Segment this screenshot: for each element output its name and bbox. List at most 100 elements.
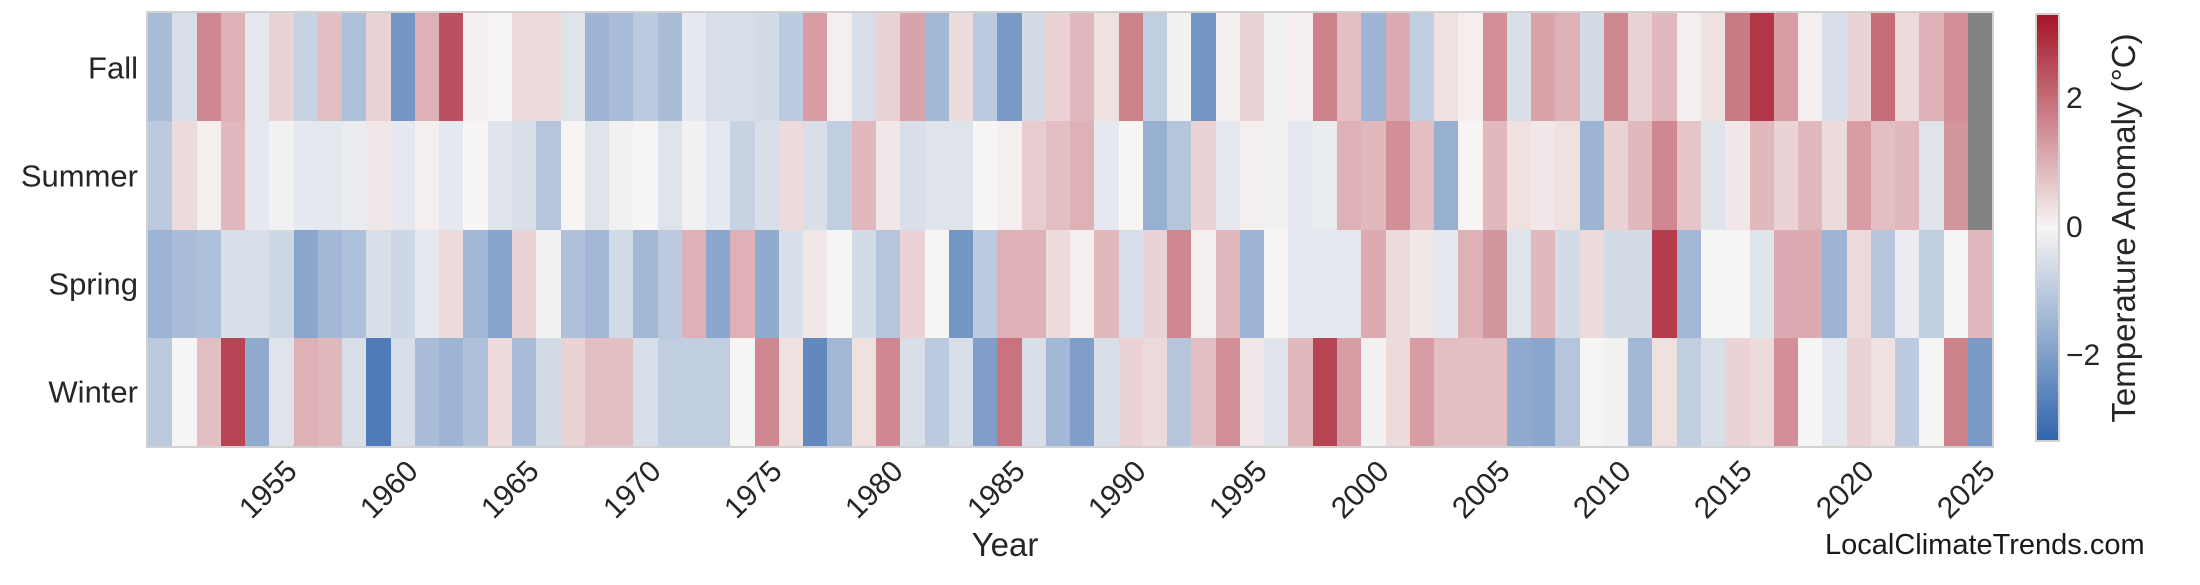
- y-tick-spring: Spring: [48, 266, 138, 302]
- colorbar-label: Temperature Anomaly (°C): [2105, 33, 2142, 423]
- heatmap-cell: [1870, 13, 1896, 122]
- heatmap-cell: [924, 229, 949, 338]
- heatmap-cell: [1603, 229, 1629, 338]
- heatmap-cell: [1798, 337, 1823, 446]
- heatmap-cell: [1846, 121, 1871, 230]
- heatmap-cell: [1409, 121, 1435, 230]
- heatmap-cell: [1045, 13, 1071, 122]
- heatmap-cell: [1773, 121, 1799, 230]
- heatmap-cell: [609, 337, 634, 446]
- heatmap-cell: [269, 121, 294, 230]
- heatmap-cell: [148, 337, 173, 446]
- heatmap-cell: [1943, 229, 1968, 338]
- heatmap-cell: [560, 337, 585, 446]
- heatmap-cell: [1967, 229, 1993, 338]
- heatmap-cell: [1312, 229, 1338, 338]
- heatmap-cell: [196, 121, 221, 230]
- heatmap-cell: [1215, 229, 1240, 338]
- heatmap-cell: [1603, 121, 1629, 230]
- heatmap-cell: [900, 337, 925, 446]
- heatmap-cell: [1434, 13, 1459, 122]
- heatmap-cell: [317, 13, 343, 122]
- x-tick-label: 1965: [475, 454, 546, 526]
- heatmap-cell: [1943, 337, 1968, 446]
- heatmap-cell: [172, 229, 197, 338]
- heatmap-cell: [196, 229, 221, 338]
- heatmap-cell: [414, 121, 440, 230]
- heatmap-cell: [245, 337, 270, 446]
- heatmap-cell: [1167, 337, 1192, 446]
- heatmap-cell: [1239, 337, 1265, 446]
- heatmap-cell: [1288, 229, 1313, 338]
- heatmap-cell: [1506, 121, 1532, 230]
- heatmap-cell: [1749, 337, 1774, 446]
- heatmap-cell: [1555, 229, 1580, 338]
- heatmap-cell: [584, 13, 610, 122]
- heatmap-cell: [778, 13, 804, 122]
- heatmap-cell: [1701, 13, 1726, 122]
- heatmap-cell: [342, 337, 367, 446]
- heatmap-cell: [1191, 121, 1216, 230]
- heatmap-cell: [1312, 13, 1338, 122]
- heatmap-cell: [1652, 121, 1677, 230]
- heatmap-cell: [1773, 13, 1799, 122]
- heatmap-cell: [439, 121, 464, 230]
- heatmap-cell: [706, 229, 731, 338]
- heatmap-cell: [1919, 13, 1944, 122]
- heatmap-cell: [1506, 337, 1532, 446]
- heatmap-cell: [1579, 121, 1604, 230]
- heatmap-cell: [948, 13, 974, 122]
- heatmap-cell: [1652, 337, 1677, 446]
- heatmap-cell: [827, 13, 852, 122]
- heatmap-cell: [681, 13, 707, 122]
- heatmap-cell: [1070, 121, 1095, 230]
- heatmap-cell: [487, 13, 512, 122]
- heatmap-row-fall: [148, 13, 1993, 122]
- heatmap-cell: [1967, 13, 1993, 122]
- heatmap-cell: [1749, 121, 1774, 230]
- heatmap-cell: [827, 229, 852, 338]
- heatmap-cell: [463, 229, 488, 338]
- heatmap-cell: [1531, 229, 1556, 338]
- heatmap-cell: [681, 229, 707, 338]
- heatmap-cell: [584, 229, 610, 338]
- heatmap-cell: [633, 13, 658, 122]
- heatmap-cell: [1555, 121, 1580, 230]
- heatmap-cell: [1701, 337, 1726, 446]
- heatmap-cell: [560, 121, 585, 230]
- heatmap-cell: [730, 337, 755, 446]
- heatmap-cell: [900, 13, 925, 122]
- heatmap-cell: [778, 121, 804, 230]
- heatmap-cell: [414, 13, 440, 122]
- heatmap-cell: [1652, 13, 1677, 122]
- heatmap-cell: [924, 13, 949, 122]
- x-axis-label: Year: [971, 526, 1039, 563]
- heatmap-cell: [1919, 121, 1944, 230]
- heatmap-cell: [1482, 121, 1507, 230]
- heatmap-cell: [875, 121, 901, 230]
- heatmap-row-summer: [148, 121, 1993, 230]
- heatmap-cell: [269, 13, 294, 122]
- heatmap-cell: [1676, 337, 1701, 446]
- heatmap-cell: [1191, 337, 1216, 446]
- heatmap-cell: [900, 121, 925, 230]
- heatmap-cell: [1603, 337, 1629, 446]
- heatmap-cell: [1798, 229, 1823, 338]
- heatmap-cell: [1385, 121, 1410, 230]
- heatmap-cell: [1167, 229, 1192, 338]
- heatmap-cell: [293, 337, 318, 446]
- heatmap-cell: [973, 337, 998, 446]
- heatmap-grid: [146, 11, 1994, 448]
- heatmap-cell: [220, 229, 246, 338]
- heatmap-cell: [997, 337, 1022, 446]
- heatmap-cell: [657, 229, 682, 338]
- heatmap-cell: [1239, 121, 1265, 230]
- heatmap-cell: [414, 229, 440, 338]
- heatmap-cell: [317, 121, 343, 230]
- heatmap-cell: [439, 229, 464, 338]
- heatmap-cell: [1579, 337, 1604, 446]
- heatmap-cell: [1312, 121, 1338, 230]
- heatmap-cell: [851, 337, 876, 446]
- heatmap-cell: [973, 13, 998, 122]
- heatmap-cell: [1094, 229, 1119, 338]
